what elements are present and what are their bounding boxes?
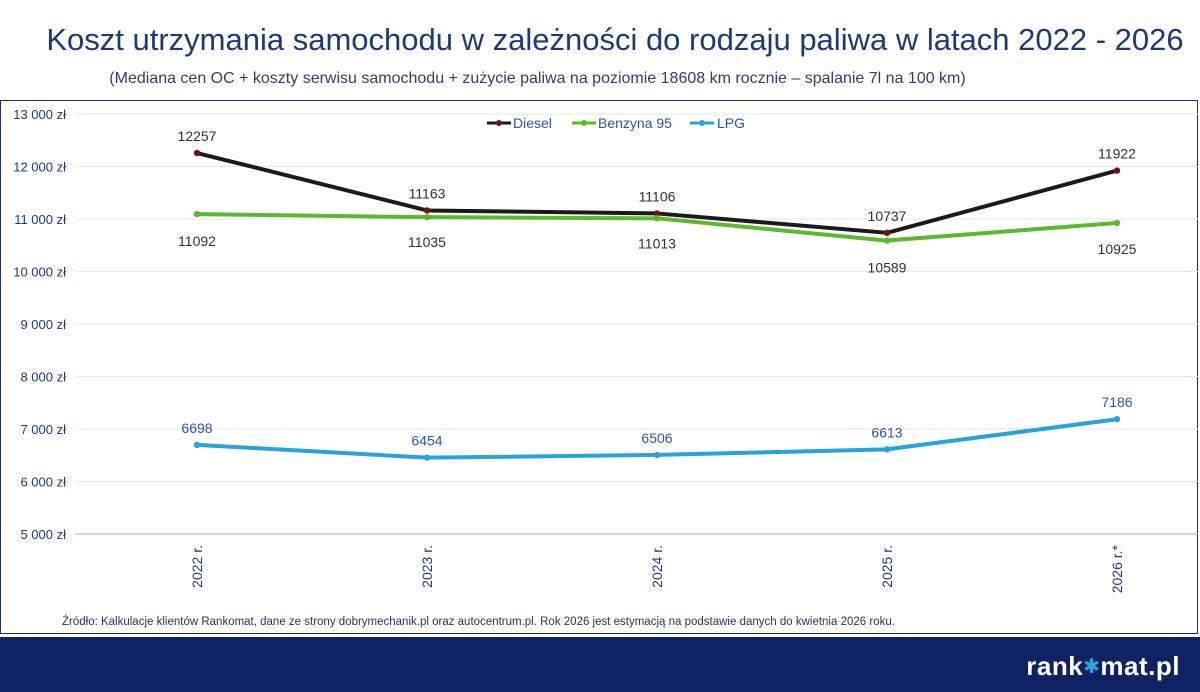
data-point <box>653 215 661 222</box>
data-label: 10589 <box>868 260 907 276</box>
data-point <box>1113 416 1121 423</box>
data-point <box>423 454 431 461</box>
data-label: 11013 <box>638 235 676 251</box>
legend-marker <box>581 120 587 126</box>
logo-text-prefix: rank <box>1026 651 1084 681</box>
data-point <box>883 446 891 453</box>
data-point <box>193 441 201 449</box>
y-tick-label: 5 000 zł <box>20 527 66 542</box>
data-point <box>1113 219 1121 227</box>
data-label: 12257 <box>178 128 217 144</box>
data-label: 11106 <box>639 188 676 204</box>
y-tick-label: 9 000 zł <box>20 317 66 332</box>
data-label: 10925 <box>1098 241 1137 257</box>
x-tick-label: 2024 r. <box>649 545 665 588</box>
y-tick-label: 7 000 zł <box>20 422 66 437</box>
chart-title: Koszt utrzymania samochodu w zależności … <box>46 22 1184 57</box>
data-point <box>423 207 431 214</box>
data-label: 6454 <box>411 433 442 449</box>
y-tick-label: 6 000 zł <box>20 475 66 490</box>
data-label: 11092 <box>178 233 216 249</box>
logo-text-suffix: mat.pl <box>1100 651 1180 681</box>
data-point <box>883 229 891 237</box>
legend-marker <box>699 120 705 126</box>
source-note: Źródło: Kalkulacje klientów Rankomat, da… <box>62 616 895 628</box>
line-chart: 5 000 zł 6 000 zł 7 000 zł 8 000 zł 9 000 zł… <box>13 107 1198 593</box>
y-tick-label: 12 000 zł <box>13 160 66 175</box>
x-tick-label: 2026 r.* <box>1109 544 1125 593</box>
y-tick-label: 10 000 zł <box>13 265 66 280</box>
legend-marker <box>496 120 502 126</box>
data-label: 6698 <box>181 420 212 436</box>
data-label: 7186 <box>1101 394 1132 410</box>
data-label: 10737 <box>868 208 907 224</box>
logo-star-icon: ✱ <box>1083 656 1101 678</box>
data-point <box>193 210 201 218</box>
x-tick-label: 2023 r. <box>419 545 435 588</box>
data-point <box>653 210 661 217</box>
y-tick-label: 11 000 zł <box>14 212 66 227</box>
chart-frame <box>0 100 1198 634</box>
rankomat-logo: rank✱mat.pl <box>1026 651 1180 682</box>
data-label: 6613 <box>871 424 902 440</box>
data-point <box>423 213 431 221</box>
legend-label: LPG <box>717 115 745 131</box>
data-label: 11163 <box>409 185 446 201</box>
x-tick-label: 2022 r. <box>189 545 205 588</box>
data-point <box>653 451 661 459</box>
data-label: 11922 <box>1098 146 1136 162</box>
chart-subtitle: (Mediana cen OC + koszty serwisu samocho… <box>109 70 966 87</box>
y-tick-label: 13 000 zł <box>13 107 66 122</box>
data-point <box>1113 167 1121 174</box>
legend-label: Diesel <box>513 115 552 131</box>
data-point <box>883 237 891 244</box>
legend-label: Benzyna 95 <box>598 115 672 131</box>
data-point <box>193 149 201 157</box>
x-tick-label: 2025 r. <box>879 545 895 588</box>
y-tick-label: 8 000 zł <box>20 370 66 385</box>
data-label: 6506 <box>641 430 672 446</box>
data-label: 11035 <box>408 234 446 250</box>
footer-bar: rank✱mat.pl <box>0 637 1200 692</box>
